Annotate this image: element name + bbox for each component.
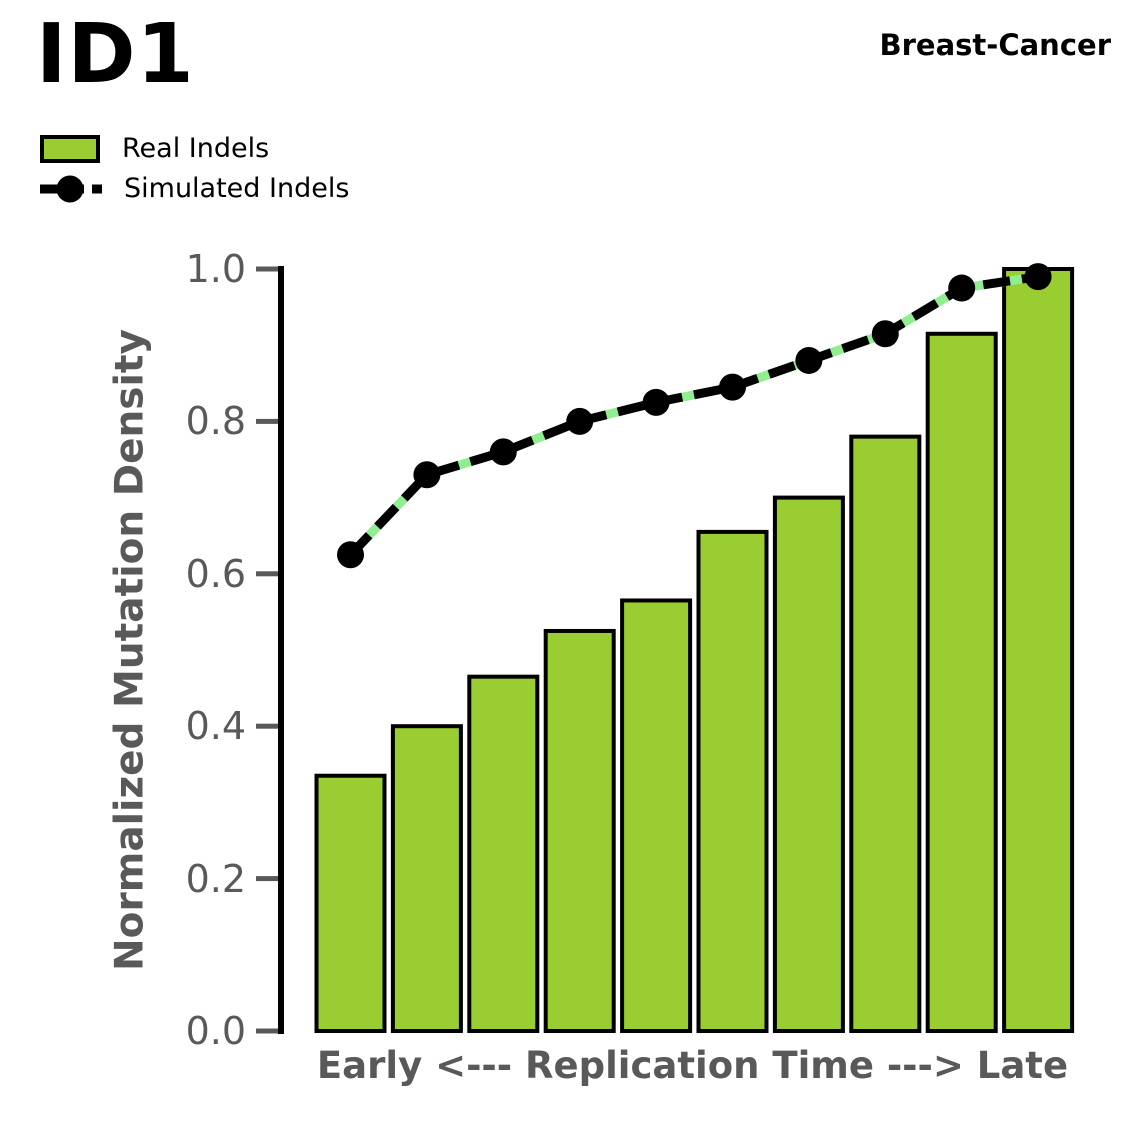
page-title: ID1 bbox=[36, 7, 195, 102]
y-axis-tick bbox=[256, 876, 278, 882]
bar-real-indels bbox=[390, 724, 463, 1033]
bar-real-indels bbox=[925, 331, 998, 1033]
bar-real-indels bbox=[620, 598, 693, 1033]
y-tick-label: 1.0 bbox=[185, 247, 246, 291]
y-axis-tick bbox=[256, 418, 278, 424]
simulated-point-marker bbox=[642, 388, 670, 416]
y-tick-label: 0.4 bbox=[185, 704, 246, 749]
simulated-point-marker bbox=[871, 320, 899, 348]
y-tick-label: 0.6 bbox=[185, 551, 246, 596]
bar-real-indels bbox=[772, 495, 845, 1034]
bar-real-indels bbox=[1002, 267, 1075, 1033]
simulated-line-dashed bbox=[347, 272, 1039, 558]
x-axis-title: Early <--- Replication Time ---> Late bbox=[316, 1044, 1069, 1087]
simulated-point-marker bbox=[948, 274, 976, 302]
bar-real-indels bbox=[543, 628, 616, 1033]
line-marker-swatch-icon bbox=[40, 175, 102, 202]
bar-swatch-icon bbox=[40, 134, 100, 163]
cancer-type-label: Breast-Cancer bbox=[879, 28, 1111, 62]
y-tick-label: 0.0 bbox=[185, 1009, 246, 1053]
legend-label-simulated-indels: Simulated Indels bbox=[124, 173, 350, 204]
y-axis-tick bbox=[256, 266, 278, 272]
legend-item-real-indels: Real Indels bbox=[40, 133, 269, 164]
legend-item-simulated-indels: Simulated Indels bbox=[40, 173, 349, 204]
y-axis-tick bbox=[256, 571, 278, 577]
y-axis-tick bbox=[256, 723, 278, 729]
y-tick-label: 0.8 bbox=[185, 399, 246, 444]
y-tick-label: 0.2 bbox=[185, 856, 246, 901]
simulated-point-marker bbox=[719, 373, 746, 401]
simulated-point-marker bbox=[413, 461, 441, 489]
bar-real-indels bbox=[849, 434, 922, 1033]
bar-real-indels bbox=[467, 674, 540, 1033]
y-axis-spine bbox=[278, 266, 284, 1034]
simulated-point-marker bbox=[795, 346, 823, 374]
simulated-point-marker bbox=[489, 438, 517, 466]
simulated-point-marker bbox=[337, 541, 364, 569]
legend-label-real-indels: Real Indels bbox=[122, 133, 270, 164]
bar-real-indels bbox=[314, 773, 387, 1033]
simulated-point-marker bbox=[566, 407, 594, 435]
simulated-point-marker bbox=[1024, 263, 1052, 291]
bar-real-indels bbox=[696, 529, 769, 1033]
y-axis-tick bbox=[256, 1028, 278, 1034]
